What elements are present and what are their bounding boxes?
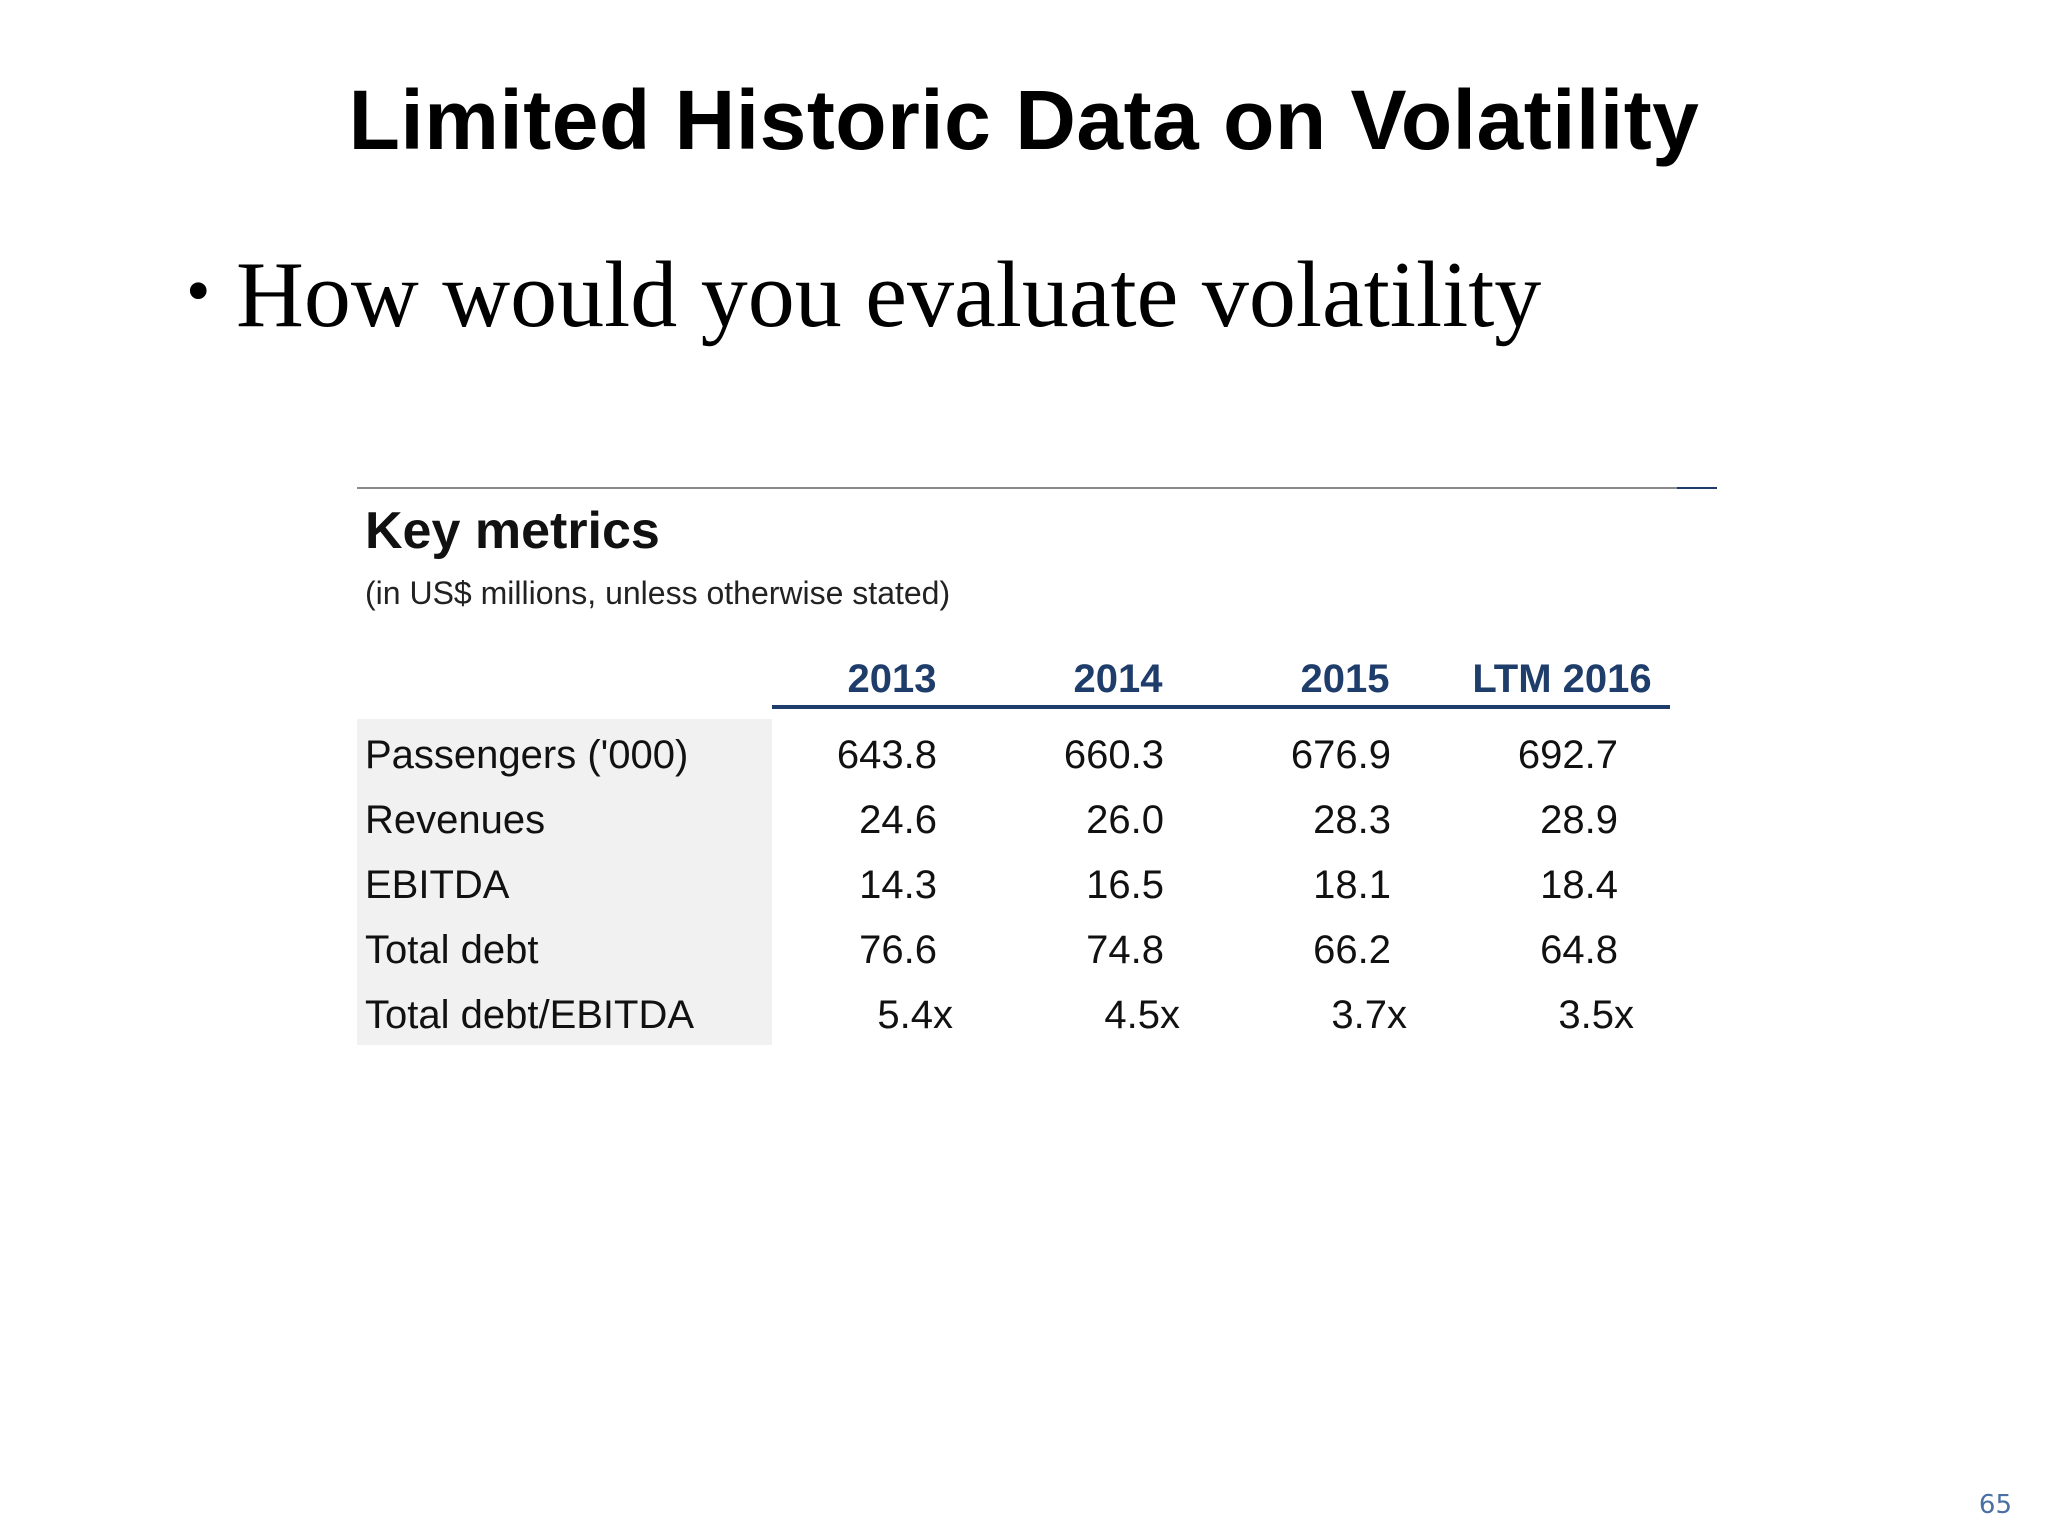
column-header-2015: 2015 [1300, 657, 1390, 701]
row-label: EBITDA [365, 863, 510, 907]
table-subtitle: (in US$ millions, unless otherwise state… [365, 575, 951, 611]
table-cell: 28.9 [1540, 798, 1618, 842]
table-cell: 692.7 [1517, 733, 1618, 777]
table-cell: 3.7x [1331, 993, 1407, 1037]
table-row-revenues: Revenues 24.6 26.0 28.3 28.9 [357, 798, 1717, 863]
row-label: Revenues [365, 798, 546, 842]
table-cell: 18.1 [1313, 863, 1391, 907]
bullet-icon: • [186, 253, 211, 330]
top-divider [357, 487, 1677, 489]
column-header-row: 2013 2014 2015 LTM 2016 [772, 657, 1670, 709]
table-cell: 660.3 [1063, 733, 1164, 777]
table-cell: 3.5x [1558, 993, 1634, 1037]
slide-title: Limited Historic Data on Volatility [348, 73, 1700, 167]
table-cell: 676.9 [1290, 733, 1391, 777]
table-title: Key metrics [365, 502, 660, 560]
top-divider-accent [1677, 487, 1717, 489]
table-cell: 643.8 [836, 733, 937, 777]
table-cell: 74.8 [1086, 928, 1164, 972]
page-number: 65 [1978, 1490, 2012, 1520]
table-row-ebitda: EBITDA 14.3 16.5 18.1 18.4 [357, 863, 1717, 928]
column-header-2013: 2013 [847, 657, 937, 701]
table-cell: 4.5x [1104, 993, 1180, 1037]
table-cell: 76.6 [859, 928, 937, 972]
key-metrics-table: Key metrics (in US$ millions, unless oth… [357, 487, 1717, 1047]
bullet-text: How would you evaluate volatility [236, 243, 1542, 347]
table-cell: 18.4 [1540, 863, 1618, 907]
bullet-item: • How would you evaluate volatility [186, 248, 1541, 342]
table-cell: 24.6 [859, 798, 937, 842]
row-label-shading [357, 719, 772, 1045]
table-cell: 26.0 [1086, 798, 1164, 842]
row-label: Passengers ('000) [365, 733, 689, 777]
table-row-total-debt: Total debt 76.6 74.8 66.2 64.8 [357, 928, 1717, 993]
table-row-passengers: Passengers ('000) 643.8 660.3 676.9 692.… [357, 733, 1717, 798]
table-cell: 66.2 [1313, 928, 1391, 972]
column-header-2014: 2014 [1073, 657, 1163, 701]
table-cell: 14.3 [859, 863, 937, 907]
table-cell: 64.8 [1540, 928, 1618, 972]
table-cell: 28.3 [1313, 798, 1391, 842]
table-row-debt-to-ebitda: Total debt/EBITDA 5.4x 4.5x 3.7x 3.5x [357, 993, 1717, 1058]
table-cell: 5.4x [877, 993, 953, 1037]
row-label: Total debt/EBITDA [365, 993, 695, 1037]
table-cell: 16.5 [1086, 863, 1164, 907]
row-label: Total debt [365, 928, 539, 972]
column-header-ltm-2016: LTM 2016 [1472, 657, 1652, 701]
